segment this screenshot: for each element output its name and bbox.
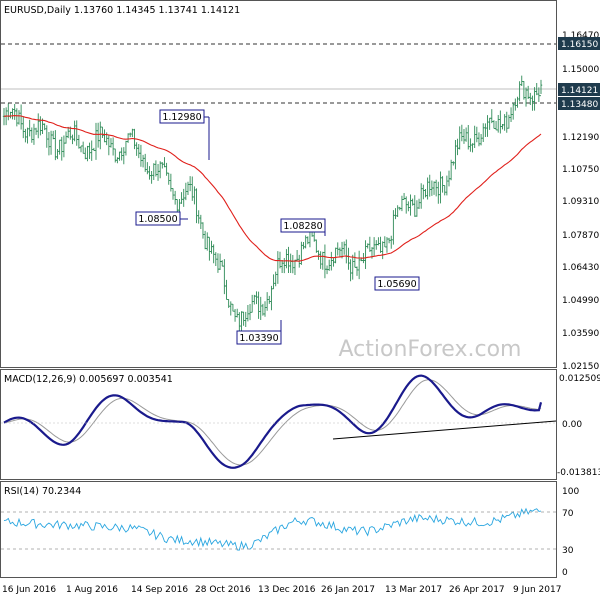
rsi-line xyxy=(3,507,542,551)
rsi-panel-header: RSI(14) 70.2344 xyxy=(4,486,81,497)
moving-average-layer xyxy=(3,115,542,262)
axis-tag-1-14121: 1.14121 xyxy=(558,83,600,96)
annotation-1-08500: 1.08500 xyxy=(135,211,188,226)
macd-panel-frame xyxy=(0,369,557,480)
axis-tag-label: 1.16150 xyxy=(561,40,598,50)
annotation-label: 1.05690 xyxy=(377,279,416,290)
y-tick-label: 0 xyxy=(562,568,568,578)
annotation-1-12980: 1.12980 xyxy=(159,109,210,160)
annotation-1-03390: 1.03390 xyxy=(236,320,282,345)
axis-tag-1-16150: 1.16150 xyxy=(558,37,600,50)
x-tick-label: 26 Apr 2017 xyxy=(449,585,505,595)
macd-panel-header: MACD(12,26,9) 0.005697 0.003541 xyxy=(4,374,173,385)
y-tick-label: 0.00 xyxy=(562,420,582,430)
annotation-label: 1.08280 xyxy=(283,221,322,232)
y-tick-label: 1.09310 xyxy=(562,197,599,207)
axis-tag-label: 1.14121 xyxy=(561,86,598,96)
annotation-label: 1.08500 xyxy=(138,214,177,225)
macd-trendline xyxy=(332,420,557,440)
price-panel-frame xyxy=(0,0,557,368)
y-tick-label: 0.012509 xyxy=(559,374,600,384)
price-y-axis: 1.16470 1.15000 1.12190 1.10750 1.09310 … xyxy=(562,31,599,372)
x-tick-label: 13 Mar 2017 xyxy=(385,585,442,595)
y-tick-label: 70 xyxy=(562,509,574,519)
rsi-y-axis: 100 70 30 0 xyxy=(562,487,579,578)
macd-y-axis: 0.012509 0.00 -0.013813 xyxy=(557,374,600,478)
macd-line xyxy=(3,374,543,469)
annotation-1-08280: 1.08280 xyxy=(280,218,326,236)
axis-tag-label: 1.13480 xyxy=(561,100,598,110)
moving-average-line xyxy=(3,115,542,262)
annotation-1-05690: 1.05690 xyxy=(374,276,420,291)
price-bars xyxy=(2,75,543,331)
y-tick-label: 1.03590 xyxy=(562,329,599,339)
price-panel-header: EURUSD,Daily 1.13760 1.14345 1.13741 1.1… xyxy=(4,5,240,16)
y-tick-label: 1.04990 xyxy=(562,296,599,306)
y-tick-label: 1.15000 xyxy=(562,65,599,75)
annotation-label: 1.03390 xyxy=(239,333,278,344)
macd-lines xyxy=(3,374,543,469)
rsi-lines xyxy=(3,507,542,551)
rsi-panel-frame xyxy=(0,481,557,578)
x-tick-label: 28 Oct 2016 xyxy=(195,585,251,595)
x-tick-label: 26 Jan 2017 xyxy=(321,585,375,595)
annotation-label: 1.12980 xyxy=(162,112,201,123)
y-tick-label: 1.12190 xyxy=(562,133,599,143)
x-tick-label: 1 Aug 2016 xyxy=(66,585,118,595)
y-tick-label: -0.013813 xyxy=(557,468,600,478)
y-tick-label: 1.06430 xyxy=(562,263,599,273)
y-tick-label: 1.10750 xyxy=(562,165,599,175)
axis-tag-1-13480: 1.13480 xyxy=(558,97,600,110)
watermark: ActionForex.com xyxy=(339,337,522,362)
x-tick-label: 9 Jun 2017 xyxy=(513,585,561,595)
x-tick-label: 16 Jun 2016 xyxy=(2,585,56,595)
y-tick-label: 1.16470 xyxy=(562,31,599,41)
x-tick-label: 13 Dec 2016 xyxy=(258,585,316,595)
y-tick-label: 1.02150 xyxy=(562,362,599,372)
price-bar xyxy=(539,79,543,97)
y-tick-label: 1.07870 xyxy=(562,231,599,241)
y-tick-label: 30 xyxy=(562,546,574,556)
x-tick-label: 14 Sep 2016 xyxy=(131,585,188,595)
macd-signal-line xyxy=(3,379,542,466)
y-tick-label: 100 xyxy=(562,487,579,497)
x-axis: 16 Jun 2016 1 Aug 2016 14 Sep 2016 28 Oc… xyxy=(2,585,561,595)
